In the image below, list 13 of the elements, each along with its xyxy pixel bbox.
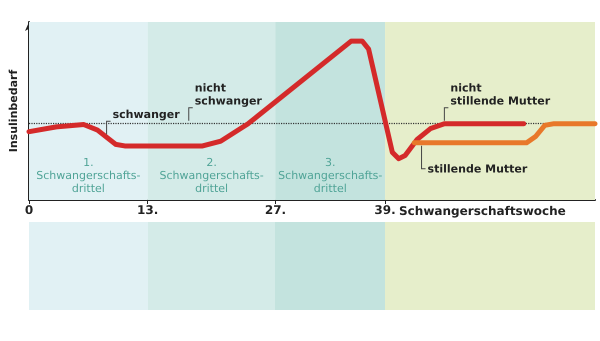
annotation: nicht schwanger xyxy=(194,82,262,108)
y-axis-title: Insulinbedarf xyxy=(7,70,20,152)
x-tick-label: 27. xyxy=(264,203,286,217)
band-label: 1. Schwangerschafts- drittel xyxy=(36,156,140,195)
annotation: nicht stillende Mutter xyxy=(450,82,551,108)
band-label: 3. Schwangerschafts- drittel xyxy=(278,156,382,195)
x-axis-title: Schwangerschaftswoche xyxy=(399,204,566,218)
x-tick-label: 0 xyxy=(24,203,34,217)
annotation: schwanger xyxy=(112,108,180,122)
x-tick-label: 39. xyxy=(374,203,396,217)
x-tick-label: 13. xyxy=(137,203,158,217)
band-label: 2. Schwangerschafts- drittel xyxy=(159,156,264,195)
annotation: stillende Mutter xyxy=(428,162,528,176)
